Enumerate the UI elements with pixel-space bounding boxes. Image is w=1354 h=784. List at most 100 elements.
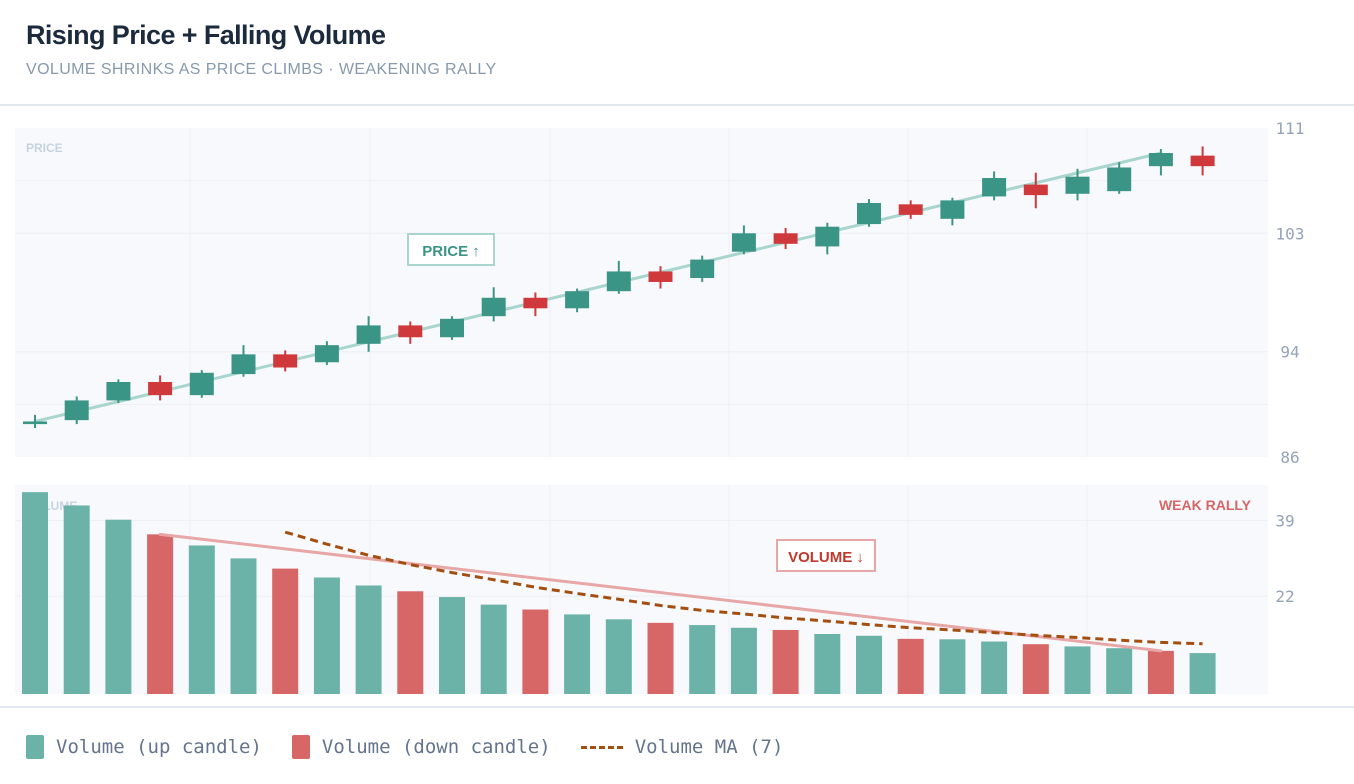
candle xyxy=(440,316,464,340)
candle-body xyxy=(1148,153,1173,167)
candle xyxy=(1107,162,1132,194)
volume-bar xyxy=(188,545,215,694)
candle xyxy=(898,200,923,219)
candle-body xyxy=(565,291,590,309)
price-panel-label: PRICE xyxy=(26,141,63,155)
price-annotation-text: PRICE ↑ xyxy=(422,243,480,260)
candle-body xyxy=(731,233,756,252)
candle xyxy=(565,288,590,313)
candle xyxy=(106,379,131,404)
volume-ma-line xyxy=(284,530,1203,646)
volume-bar xyxy=(313,577,340,694)
volume-bar xyxy=(814,633,841,694)
volume-bar xyxy=(147,534,174,694)
candle xyxy=(940,197,965,226)
candle-body xyxy=(189,372,214,396)
price-trend-line xyxy=(33,151,1163,423)
legend-item-volume-up: Volume (up candle) xyxy=(26,735,262,759)
legend-label-volume-up: Volume (up candle) xyxy=(56,736,262,758)
page-subtitle: VOLUME SHRINKS AS PRICE CLIMBS · WEAKENI… xyxy=(26,61,497,78)
legend-swatch-volume-ma xyxy=(580,745,623,749)
candle-body xyxy=(148,381,173,396)
candle xyxy=(857,199,881,227)
volume-axis: 39 22 xyxy=(1275,512,1294,607)
candle-body xyxy=(481,297,506,317)
candle xyxy=(148,375,173,401)
volume-bar xyxy=(1064,646,1091,694)
volume-bar xyxy=(272,568,299,694)
volume-bar-series xyxy=(22,492,1216,694)
volume-bar xyxy=(772,629,799,694)
candlestick-series xyxy=(23,146,1215,429)
candle xyxy=(982,171,1007,201)
volume-bar xyxy=(856,635,882,694)
candle xyxy=(23,414,47,429)
candle xyxy=(690,255,715,282)
candle xyxy=(648,266,673,289)
volume-bar xyxy=(1106,648,1133,694)
volume-annotation: VOLUME ↓ xyxy=(776,539,876,572)
price-tick-label: 103 xyxy=(1276,224,1305,243)
candle xyxy=(731,225,756,255)
candle-body xyxy=(815,226,840,247)
volume-bar xyxy=(63,505,90,694)
candle xyxy=(398,321,423,344)
volume-bar xyxy=(564,614,591,694)
volume-annotation-box xyxy=(776,539,876,572)
legend-swatch-volume-down xyxy=(291,735,310,759)
price-trend-segment xyxy=(33,151,1163,423)
candle-body xyxy=(1190,155,1215,167)
candle xyxy=(189,370,214,398)
candle-body xyxy=(23,421,47,425)
candle-body xyxy=(314,345,339,363)
volume-bar xyxy=(1189,653,1216,694)
price-annotation: PRICE ↑ xyxy=(407,233,495,266)
volume-bar xyxy=(480,604,507,694)
candle xyxy=(64,396,89,425)
candle-body xyxy=(356,325,381,344)
volume-ma-path xyxy=(284,530,1203,646)
candle xyxy=(231,345,256,377)
candle xyxy=(314,341,339,365)
volume-bar xyxy=(439,597,465,694)
candle-body xyxy=(523,297,548,309)
candle xyxy=(606,260,631,294)
volume-bar xyxy=(897,638,924,694)
volume-bar xyxy=(730,627,757,694)
candle xyxy=(1148,149,1173,176)
price-annotation-box xyxy=(407,233,495,266)
legend-label-volume-down: Volume (down candle) xyxy=(321,736,551,758)
candle-body xyxy=(940,200,965,219)
candle-body xyxy=(440,318,464,338)
volume-bar xyxy=(981,641,1008,694)
candle xyxy=(1023,172,1048,209)
candle-body xyxy=(606,271,631,292)
candle-body xyxy=(648,271,673,282)
legend-item-volume-ma: Volume MA (7) xyxy=(580,736,783,758)
volume-bar xyxy=(397,591,424,694)
candle-body xyxy=(231,354,256,375)
candle-body xyxy=(690,259,715,279)
candle-body xyxy=(64,400,89,421)
legend: Volume (up candle) Volume (down candle) … xyxy=(26,708,783,784)
candle-body xyxy=(106,381,131,401)
price-tick-label: 86 xyxy=(1280,448,1299,467)
candle xyxy=(815,222,840,255)
volume-tick-label: 39 xyxy=(1275,512,1294,531)
volume-bar xyxy=(605,619,632,694)
volume-bar xyxy=(647,622,674,694)
candle xyxy=(1190,146,1215,176)
legend-item-volume-down: Volume (down candle) xyxy=(291,735,551,759)
candle-body xyxy=(982,178,1007,197)
candle xyxy=(1065,168,1090,201)
grid-lines xyxy=(15,128,1268,694)
candle-body xyxy=(1065,176,1090,194)
volume-tick-label: 22 xyxy=(1275,587,1294,606)
volume-bar xyxy=(939,639,966,694)
candle xyxy=(523,292,548,317)
price-tick-label: 111 xyxy=(1276,119,1305,138)
volume-bar xyxy=(105,519,132,694)
candle xyxy=(356,316,381,352)
candle xyxy=(273,350,298,372)
volume-bar xyxy=(22,492,48,694)
